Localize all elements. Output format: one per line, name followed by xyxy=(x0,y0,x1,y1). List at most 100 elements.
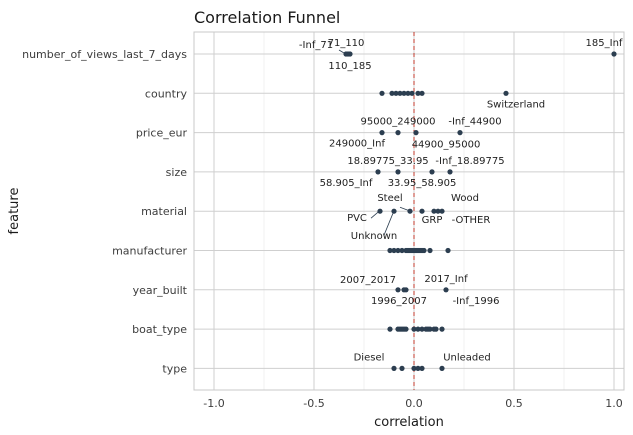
data-point xyxy=(375,169,381,175)
data-point xyxy=(411,326,417,332)
data-point xyxy=(399,365,405,371)
data-point xyxy=(347,51,353,57)
annotation-label: Unknown xyxy=(351,231,397,242)
data-point xyxy=(431,208,437,214)
data-point xyxy=(419,90,425,96)
annotation-leader xyxy=(399,206,409,211)
data-point xyxy=(391,365,397,371)
x-tick-labels: -1.0 -0.5 0.0 0.5 1.0 xyxy=(203,397,622,410)
data-point xyxy=(409,90,415,96)
annotation-label: -Inf_1996 xyxy=(453,296,500,307)
data-point xyxy=(399,247,405,254)
data-point xyxy=(395,169,401,175)
y-tick-label: country xyxy=(145,87,188,100)
data-point xyxy=(443,287,449,293)
x-tick-label: -1.0 xyxy=(203,397,224,410)
data-point xyxy=(457,130,463,136)
data-point xyxy=(391,247,397,254)
data-point xyxy=(421,247,427,254)
x-tick-label: 1.0 xyxy=(605,397,623,410)
annotation-leader xyxy=(370,211,379,219)
data-point xyxy=(429,169,435,175)
data-point xyxy=(445,247,451,254)
x-tick-label: 0.0 xyxy=(405,397,423,410)
data-point xyxy=(389,90,395,96)
annotation-label: Unleaded xyxy=(443,352,491,363)
data-point xyxy=(403,287,409,293)
data-point xyxy=(415,365,421,371)
data-point xyxy=(405,90,411,96)
annotation-label: -Inf_18.89775 xyxy=(435,156,504,167)
annotation-label: 18.89775_33.95 xyxy=(347,156,428,167)
data-point xyxy=(419,326,425,332)
annotation-label: 58.905_Inf xyxy=(320,178,373,189)
annotation-label: Diesel xyxy=(354,352,385,363)
annotation-label: -OTHER xyxy=(452,215,491,226)
annotation-label: -Inf_71 xyxy=(299,40,333,51)
data-point xyxy=(397,90,403,96)
data-point xyxy=(439,365,445,371)
annotation-label: Switzerland xyxy=(487,99,545,110)
data-point xyxy=(415,90,421,96)
data-points xyxy=(343,51,617,371)
data-point xyxy=(393,90,399,96)
annotation-label: 2017_Inf xyxy=(424,274,468,285)
y-tick-label: boat_type xyxy=(132,323,187,336)
data-point xyxy=(419,208,425,214)
data-point xyxy=(419,365,425,371)
data-point xyxy=(395,247,401,254)
chart-title: Correlation Funnel xyxy=(194,8,340,27)
data-point xyxy=(435,208,441,214)
y-tick-label: type xyxy=(162,362,187,375)
annotation-label: 185_Inf xyxy=(586,38,623,49)
data-point xyxy=(447,169,453,175)
y-tick-label: size xyxy=(166,166,188,179)
annotation-label: PVC xyxy=(347,213,367,224)
y-tick-label: material xyxy=(141,205,187,218)
annotation-label: Wood xyxy=(451,193,479,204)
annotation-label: 95000_249000 xyxy=(361,117,436,128)
y-tick-label: number_of_views_last_7_days xyxy=(22,48,187,61)
data-point xyxy=(387,247,393,254)
plot-panel xyxy=(193,31,625,391)
annotation-leader xyxy=(338,49,345,54)
annotation-label: 110_185 xyxy=(328,61,371,72)
data-point xyxy=(387,326,393,332)
data-point xyxy=(343,51,349,57)
annotation-label: Steel xyxy=(377,193,402,204)
y-tick-label: year_built xyxy=(133,284,188,297)
data-point xyxy=(503,90,509,96)
annotation-leaders xyxy=(338,49,409,236)
data-point xyxy=(395,287,401,293)
data-point xyxy=(427,247,433,254)
data-point xyxy=(403,326,409,332)
data-point xyxy=(415,326,421,332)
annotation-label: 2007_2017 xyxy=(340,275,396,286)
data-point xyxy=(427,326,433,332)
annotation-label: 1996_2007 xyxy=(371,296,427,307)
annotation-label: GRP xyxy=(422,215,443,226)
data-point xyxy=(379,90,385,96)
annotation-leader xyxy=(383,213,394,236)
data-point xyxy=(379,130,385,136)
y-axis-title: feature xyxy=(7,188,22,235)
y-tick-label: price_eur xyxy=(136,127,188,140)
data-point xyxy=(401,90,407,96)
data-point xyxy=(407,208,413,214)
x-tick-label: -0.5 xyxy=(303,397,324,410)
data-point xyxy=(433,326,439,332)
annotation-label: 71_110 xyxy=(328,38,365,49)
annotation-label: 33.95_58.905 xyxy=(388,178,457,189)
data-point xyxy=(395,130,401,136)
data-point xyxy=(439,208,445,214)
data-point xyxy=(439,326,445,332)
x-axis-title: correlation xyxy=(374,415,444,430)
data-point xyxy=(377,208,383,214)
annotation-label: -Inf_44900 xyxy=(448,117,501,128)
data-point xyxy=(413,130,419,136)
data-point xyxy=(611,51,617,57)
annotation-label: 249000_Inf xyxy=(329,139,385,150)
